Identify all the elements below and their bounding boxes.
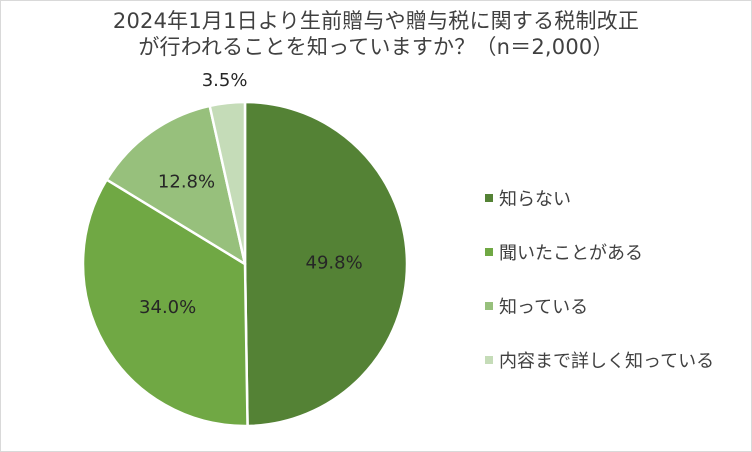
legend-label: 知っている bbox=[499, 297, 589, 318]
legend-item-shitteiru: 知っている bbox=[485, 279, 714, 333]
legend-swatch bbox=[485, 302, 493, 310]
legend-label: 知らない bbox=[499, 189, 571, 210]
pie-slice bbox=[105, 104, 247, 266]
data-label: 12.8% bbox=[158, 171, 215, 192]
data-label: 34.0% bbox=[139, 297, 196, 318]
legend-swatch bbox=[485, 194, 493, 202]
legend-swatch bbox=[485, 356, 493, 364]
legend-label: 内容まで詳しく知っている bbox=[499, 351, 715, 372]
legend-swatch bbox=[485, 248, 493, 256]
pie-slice bbox=[243, 100, 409, 428]
legend-item-kiitakoto: 聞いたことがある bbox=[485, 225, 714, 279]
legend-item-kuwashiku: 内容まで詳しく知っている bbox=[485, 333, 714, 387]
legend: 知らない 聞いたことがある 知っている 内容まで詳しく知っている bbox=[485, 171, 714, 387]
data-label: 3.5% bbox=[202, 70, 248, 91]
legend-label: 聞いたことがある bbox=[499, 243, 643, 264]
data-label: 49.8% bbox=[306, 252, 363, 273]
chart-title-line-1: 2024年1月1日より生前贈与や贈与税に関する税制改正 bbox=[112, 9, 640, 33]
chart-title-line-2: が行われることを知っていますか？（n＝2,000） bbox=[138, 35, 614, 59]
chart-title: 2024年1月1日より生前贈与や贈与税に関する税制改正 が行われることを知ってい… bbox=[0, 8, 752, 60]
legend-item-shiranai: 知らない bbox=[485, 171, 714, 225]
pie-slice bbox=[208, 100, 247, 266]
